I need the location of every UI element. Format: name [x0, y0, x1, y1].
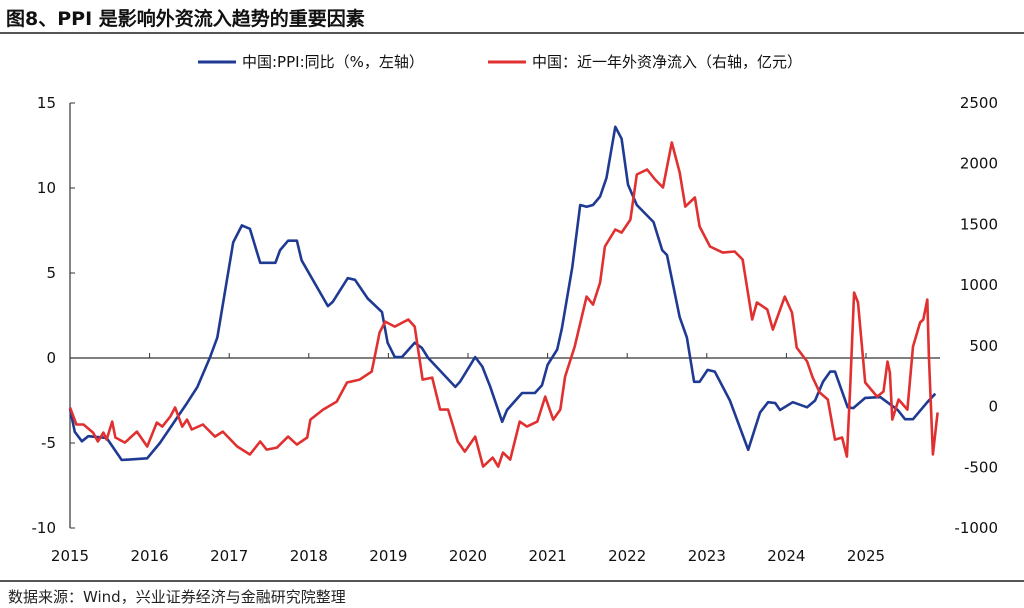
right-axis-tick-label: 500 — [969, 337, 998, 355]
x-axis-tick-label: 2025 — [847, 547, 885, 565]
axes: 15 10 5 0 -5 -10 2500 2000 1500 1000 500 0 -500 -1000… — [32, 94, 999, 565]
series-lines — [68, 125, 939, 468]
left-axis-tick-label: -10 — [32, 519, 57, 537]
foreign-net-inflow-series-line — [68, 141, 939, 468]
left-axis-tick-label: -5 — [41, 434, 56, 452]
left-axis-tick-label: 15 — [37, 94, 56, 112]
x-axis-tick-label: 2022 — [608, 547, 646, 565]
x-axis-tick-label: 2018 — [290, 547, 328, 565]
ppi-yoy-series-line — [68, 125, 937, 462]
x-axis-tick-label: 2019 — [369, 547, 407, 565]
left-axis-tick-label: 10 — [37, 179, 56, 197]
right-axis-tick-label: -1000 — [954, 519, 998, 537]
x-axis-tick-label: 2020 — [449, 547, 487, 565]
left-axis-tick-label: 0 — [46, 349, 56, 367]
x-axis-tick-label: 2016 — [131, 547, 169, 565]
title-divider — [0, 32, 1024, 34]
x-axis-tick-label: 2021 — [529, 547, 567, 565]
left-axis-tick-label: 5 — [46, 264, 56, 282]
source-note: 数据来源：Wind，兴业证券经济与金融研究院整理 — [8, 588, 346, 606]
right-axis-tick-label: 2500 — [960, 94, 998, 112]
legend-label: 中国：近一年外资净流入（右轴，亿元） — [532, 53, 802, 71]
x-axis-tick-label: 2015 — [51, 547, 89, 565]
footer-divider — [0, 580, 1024, 582]
x-axis-tick-label: 2023 — [688, 547, 726, 565]
x-axis-tick-label: 2017 — [210, 547, 248, 565]
figure-title: 图8、PPI 是影响外资流入趋势的重要因素 — [6, 8, 365, 30]
right-axis-tick-label: 1500 — [960, 215, 998, 233]
legend-label: 中国:PPI:同比（%，左轴） — [242, 53, 424, 71]
right-axis-tick-label: 2000 — [960, 155, 998, 173]
right-axis-tick-label: 0 — [988, 398, 998, 416]
right-axis-tick-label: 1000 — [960, 276, 998, 294]
x-axis-tick-label: 2024 — [767, 547, 805, 565]
right-axis-tick-label: -500 — [964, 458, 998, 476]
legend: 中国:PPI:同比（%，左轴） 中国：近一年外资净流入（右轴，亿元） — [198, 53, 802, 71]
